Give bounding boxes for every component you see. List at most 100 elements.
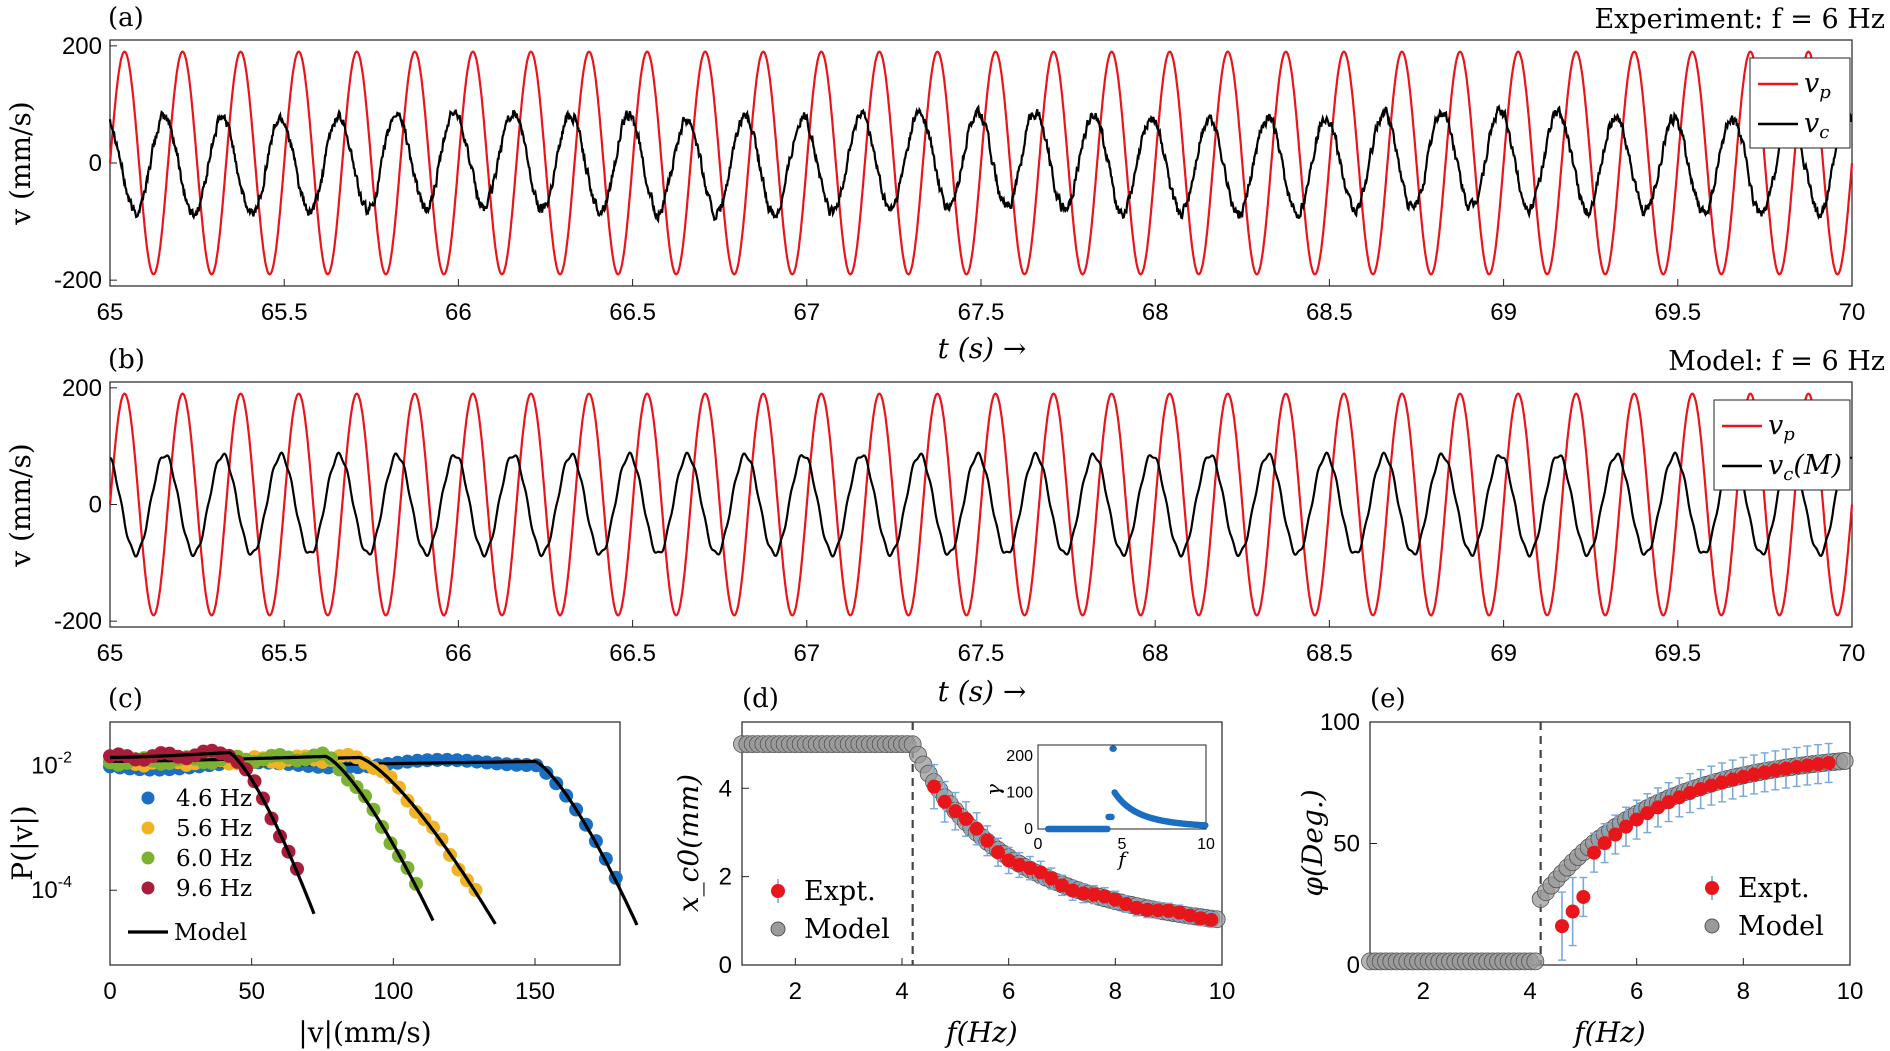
legend-marker	[141, 851, 155, 865]
inset-point	[1108, 813, 1115, 821]
x-tick-label: 68.5	[1306, 299, 1353, 326]
series-group	[108, 392, 1854, 617]
legend-marker	[1704, 918, 1720, 934]
x-axis-label: t (s) →	[938, 332, 1027, 365]
expt-point	[1757, 765, 1772, 780]
inset-y-tick-label: 200	[1006, 748, 1033, 765]
expt-point	[1055, 878, 1069, 893]
expt-point	[1151, 903, 1165, 918]
model-point	[1526, 952, 1545, 971]
x-tick-label: 66.5	[609, 299, 656, 326]
legend-subscript: p	[1819, 82, 1831, 103]
inset-x-tick-label: 5	[1118, 836, 1127, 853]
legend-label: 9.6 Hz	[176, 876, 252, 902]
expt-point	[1608, 827, 1623, 842]
x-tick-label: 69.5	[1654, 640, 1701, 667]
expt-point	[948, 804, 963, 819]
x-tick-label: 67	[793, 299, 820, 326]
x-tick-label: 65	[97, 299, 124, 326]
expt-point	[1065, 883, 1080, 898]
y-tick-label: 10-2	[31, 750, 72, 780]
legend-label: 6.0 Hz	[176, 846, 252, 872]
expt-point	[1640, 806, 1655, 821]
expt-point	[1033, 865, 1048, 880]
expt-point	[969, 821, 984, 836]
legend: Expt. Model	[770, 876, 890, 945]
model-curve	[110, 754, 435, 922]
legend-subscript: p	[1783, 424, 1795, 445]
y-tick-exponent: -2	[58, 750, 72, 767]
expt-point	[1204, 912, 1219, 927]
expt-point	[1161, 903, 1176, 918]
x-tick-label: 10	[1837, 978, 1864, 1005]
legend-suffix: (M)	[1793, 450, 1842, 481]
x-tick-labels: 2 4 6 8 10	[1417, 978, 1864, 1005]
series-group	[108, 50, 1854, 276]
inset-point	[1104, 825, 1111, 833]
x-tick-label: 150	[515, 978, 555, 1005]
expt-point	[1811, 757, 1825, 772]
inset-point	[1202, 822, 1209, 829]
x-tick-label: 50	[238, 978, 265, 1005]
x-tick-label: 68.5	[1306, 640, 1353, 667]
legend-marker	[1705, 881, 1719, 895]
x-tick-label: 10	[1209, 978, 1236, 1005]
tick-marks	[742, 722, 1223, 966]
legend-label: Model	[174, 920, 247, 946]
tick-marks	[109, 45, 1853, 286]
x-axis-label: f(Hz)	[944, 1016, 1017, 1049]
panel-b: 65 65.5 66 66.5 67 67.5 68 68.5 69 69.5 70 -200 0 20…	[4, 345, 1885, 708]
x-tick-label: 69	[1490, 640, 1517, 667]
y-tick-label: 100	[1320, 709, 1360, 736]
legend-marker	[771, 884, 785, 898]
expt-point	[1736, 769, 1751, 784]
expt-point	[1119, 897, 1133, 912]
panel-label: (a)	[108, 3, 144, 33]
x-tick-label: 65.5	[261, 640, 308, 667]
inset-y-label: γ	[981, 784, 1005, 796]
x-tick-label: 2	[1417, 978, 1430, 1005]
y-tick-label: 0	[719, 952, 732, 979]
y-tick-labels: 0 2 4	[719, 775, 732, 979]
y-tick-label: 0	[89, 492, 102, 519]
x-tick-label: 65.5	[261, 299, 308, 326]
legend-label: 4.6 Hz	[176, 786, 252, 812]
panel-a: 65 65.5 66 66.5 67 67.5 68 68.5 69 69.5 70 -200 0 20…	[4, 3, 1885, 365]
x-tick-labels: 0 50 100 150	[103, 978, 555, 1005]
expt-point	[1683, 786, 1697, 801]
inset-point	[1110, 745, 1117, 752]
legend-box	[1713, 399, 1851, 491]
x-tick-label: 68	[1142, 640, 1169, 667]
legend-label: Expt.	[1738, 873, 1810, 904]
data-point	[383, 770, 398, 785]
expt-point	[1800, 758, 1815, 773]
expt-point	[1693, 782, 1708, 797]
expt-point	[1129, 900, 1144, 915]
panel-c: 0 50 100 150 10-210-4 (c) |v|(mm/s) P(|v|) …	[6, 684, 639, 1049]
tick-marks	[109, 387, 1853, 627]
legend: 4.6 Hz 5.6 Hz 6.0 Hz 9.6 Hz Model	[128, 786, 252, 946]
y-tick-label: 0	[1347, 952, 1360, 979]
expt-point	[1576, 889, 1591, 904]
x-tick-label: 66	[445, 640, 472, 667]
legend: Expt. Model	[1704, 873, 1824, 942]
x-tick-label: 66.5	[609, 640, 656, 667]
series-group	[103, 743, 639, 926]
x-tick-label: 68	[1142, 299, 1169, 326]
x-tick-label: 8	[1109, 978, 1122, 1005]
expt-point	[1012, 858, 1027, 873]
legend-subscript: c	[1819, 122, 1829, 143]
inset-x-tick-label: 10	[1197, 836, 1215, 853]
inset-y-tick-label: 100	[1006, 784, 1033, 801]
expt-point	[1023, 861, 1037, 876]
inset-y-tick-label: 0	[1024, 821, 1033, 838]
expt-point	[1097, 889, 1112, 904]
legend: vp vc(M)	[1713, 399, 1851, 491]
expt-point	[1108, 892, 1123, 907]
expt-point	[1565, 904, 1580, 919]
expt-point	[1779, 761, 1793, 776]
x-axis-label: f(Hz)	[1572, 1016, 1645, 1049]
